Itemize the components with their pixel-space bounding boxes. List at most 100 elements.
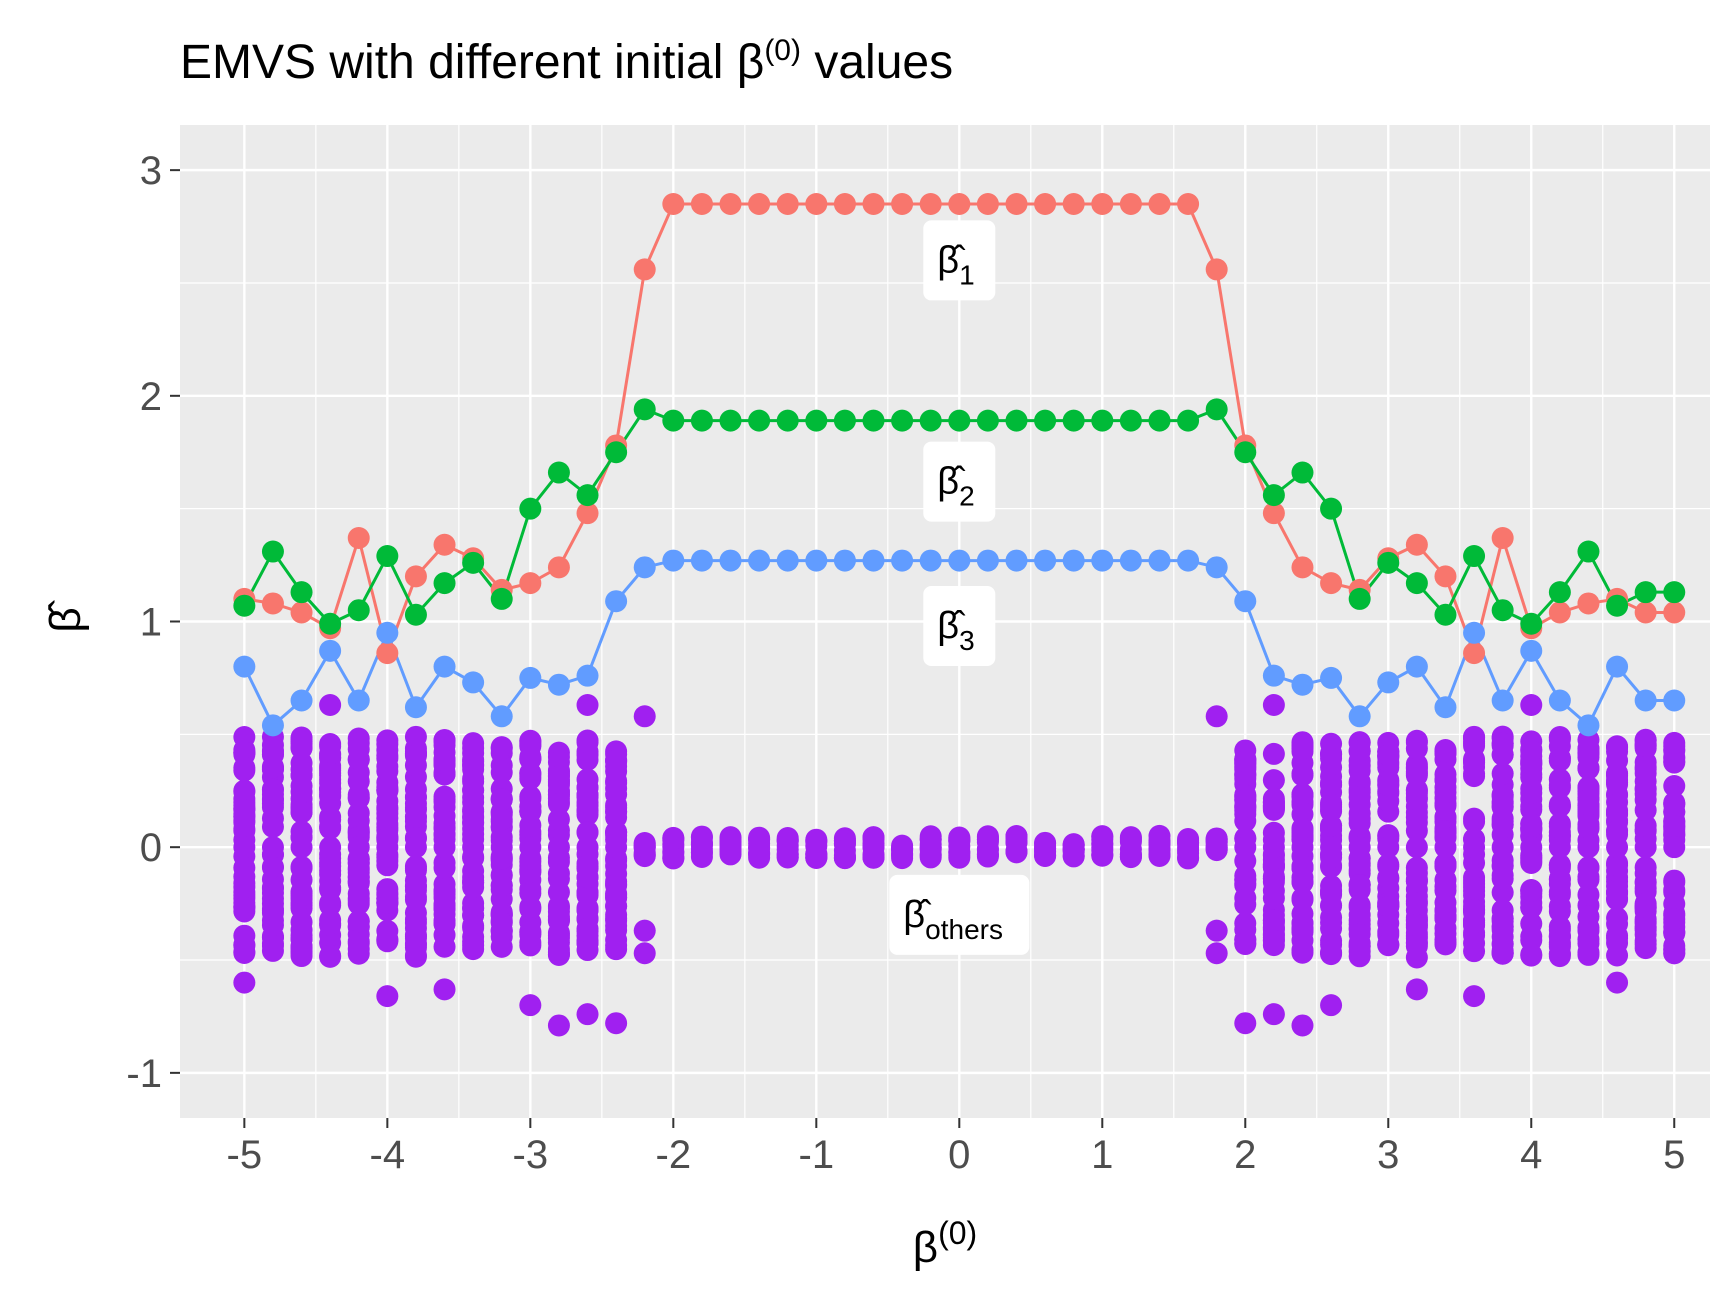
beta2-point [1463, 545, 1486, 568]
beta2-point [1262, 484, 1285, 507]
beta3-point [261, 714, 284, 737]
beta1-point [1320, 572, 1343, 595]
others-point [1548, 793, 1571, 816]
beta3-point [662, 549, 685, 572]
others-point [404, 805, 427, 828]
beta3-point [948, 549, 971, 572]
beta3-point [547, 673, 570, 696]
others-point [1348, 740, 1371, 763]
others-point [1520, 943, 1543, 966]
others-point [576, 917, 599, 940]
others-point [290, 855, 313, 878]
beta3-point [233, 655, 256, 678]
others-point [1262, 836, 1285, 859]
beta2-point [1577, 540, 1600, 563]
others-point [547, 808, 570, 831]
beta3-point [1262, 664, 1285, 687]
beta3-point [633, 556, 656, 579]
beta3-point [1634, 689, 1657, 712]
others-point [1262, 867, 1285, 890]
others-point [1663, 815, 1686, 838]
others-point [576, 791, 599, 814]
beta3-point [719, 549, 742, 572]
beta1-point [719, 192, 742, 215]
others-point [1348, 786, 1371, 809]
beta3-point [1234, 590, 1257, 613]
others-point [1205, 942, 1228, 965]
others-point [1548, 726, 1571, 749]
beta1-point [862, 192, 885, 215]
beta2-point [1348, 587, 1371, 610]
beta3-point [1520, 639, 1543, 662]
beta3-point [748, 549, 771, 572]
others-point [347, 809, 370, 832]
others-point [1548, 895, 1571, 918]
others-point [576, 731, 599, 754]
others-point [1405, 737, 1428, 760]
y-tick-label: 1 [140, 601, 162, 645]
others-point [1634, 782, 1657, 805]
beta2-point [462, 551, 485, 574]
others-point [1291, 866, 1314, 889]
others-point [1148, 831, 1171, 854]
others-point [433, 729, 456, 752]
beta1-point [633, 258, 656, 281]
others-point [605, 884, 628, 907]
beta2-point [1320, 497, 1343, 520]
others-point [347, 786, 370, 809]
others-point [1606, 887, 1629, 910]
others-point [919, 825, 942, 848]
others-point [490, 874, 513, 897]
others-point [1663, 869, 1686, 892]
others-point [1634, 892, 1657, 915]
beta2-point [1377, 551, 1400, 574]
others-point [1520, 836, 1543, 859]
beta2-point [1663, 581, 1686, 604]
others-point [433, 978, 456, 1001]
beta2-point [261, 540, 284, 563]
label-box [923, 220, 996, 301]
others-point [1606, 749, 1629, 772]
y-axis-title: β̂ [41, 599, 90, 632]
others-point [1548, 776, 1571, 799]
beta2-point [919, 409, 942, 432]
others-point [347, 852, 370, 875]
others-point [433, 749, 456, 772]
beta2-point [1119, 409, 1142, 432]
x-tick-label: -2 [656, 1133, 692, 1177]
x-tick-label: -3 [513, 1133, 549, 1177]
beta2-point [233, 594, 256, 617]
beta2-point [1034, 409, 1057, 432]
x-tick-label: -4 [370, 1133, 406, 1177]
others-point [319, 836, 342, 859]
others-point [1491, 813, 1514, 836]
beta1-point [976, 192, 999, 215]
others-point [1434, 875, 1457, 898]
others-point [576, 694, 599, 717]
others-point [290, 780, 313, 803]
others-point [490, 808, 513, 831]
others-point [1634, 836, 1657, 859]
others-point [1205, 919, 1228, 942]
beta1-point [1405, 533, 1428, 556]
others-point [404, 917, 427, 940]
others-point [1520, 777, 1543, 800]
beta2-point [1491, 599, 1514, 622]
others-point [290, 801, 313, 824]
others-point [1606, 907, 1629, 930]
beta2-point [976, 409, 999, 432]
others-point [1348, 923, 1371, 946]
others-point [490, 761, 513, 784]
others-point [805, 842, 828, 865]
others-point [1520, 879, 1543, 902]
beta1-point [404, 565, 427, 588]
others-point [404, 855, 427, 878]
others-point [462, 748, 485, 771]
others-point [1606, 836, 1629, 859]
beta1-point [519, 572, 542, 595]
others-point [290, 937, 313, 960]
others-point [404, 786, 427, 809]
beta1-point [1548, 601, 1571, 624]
beta2-point [748, 409, 771, 432]
others-point [1405, 856, 1428, 879]
